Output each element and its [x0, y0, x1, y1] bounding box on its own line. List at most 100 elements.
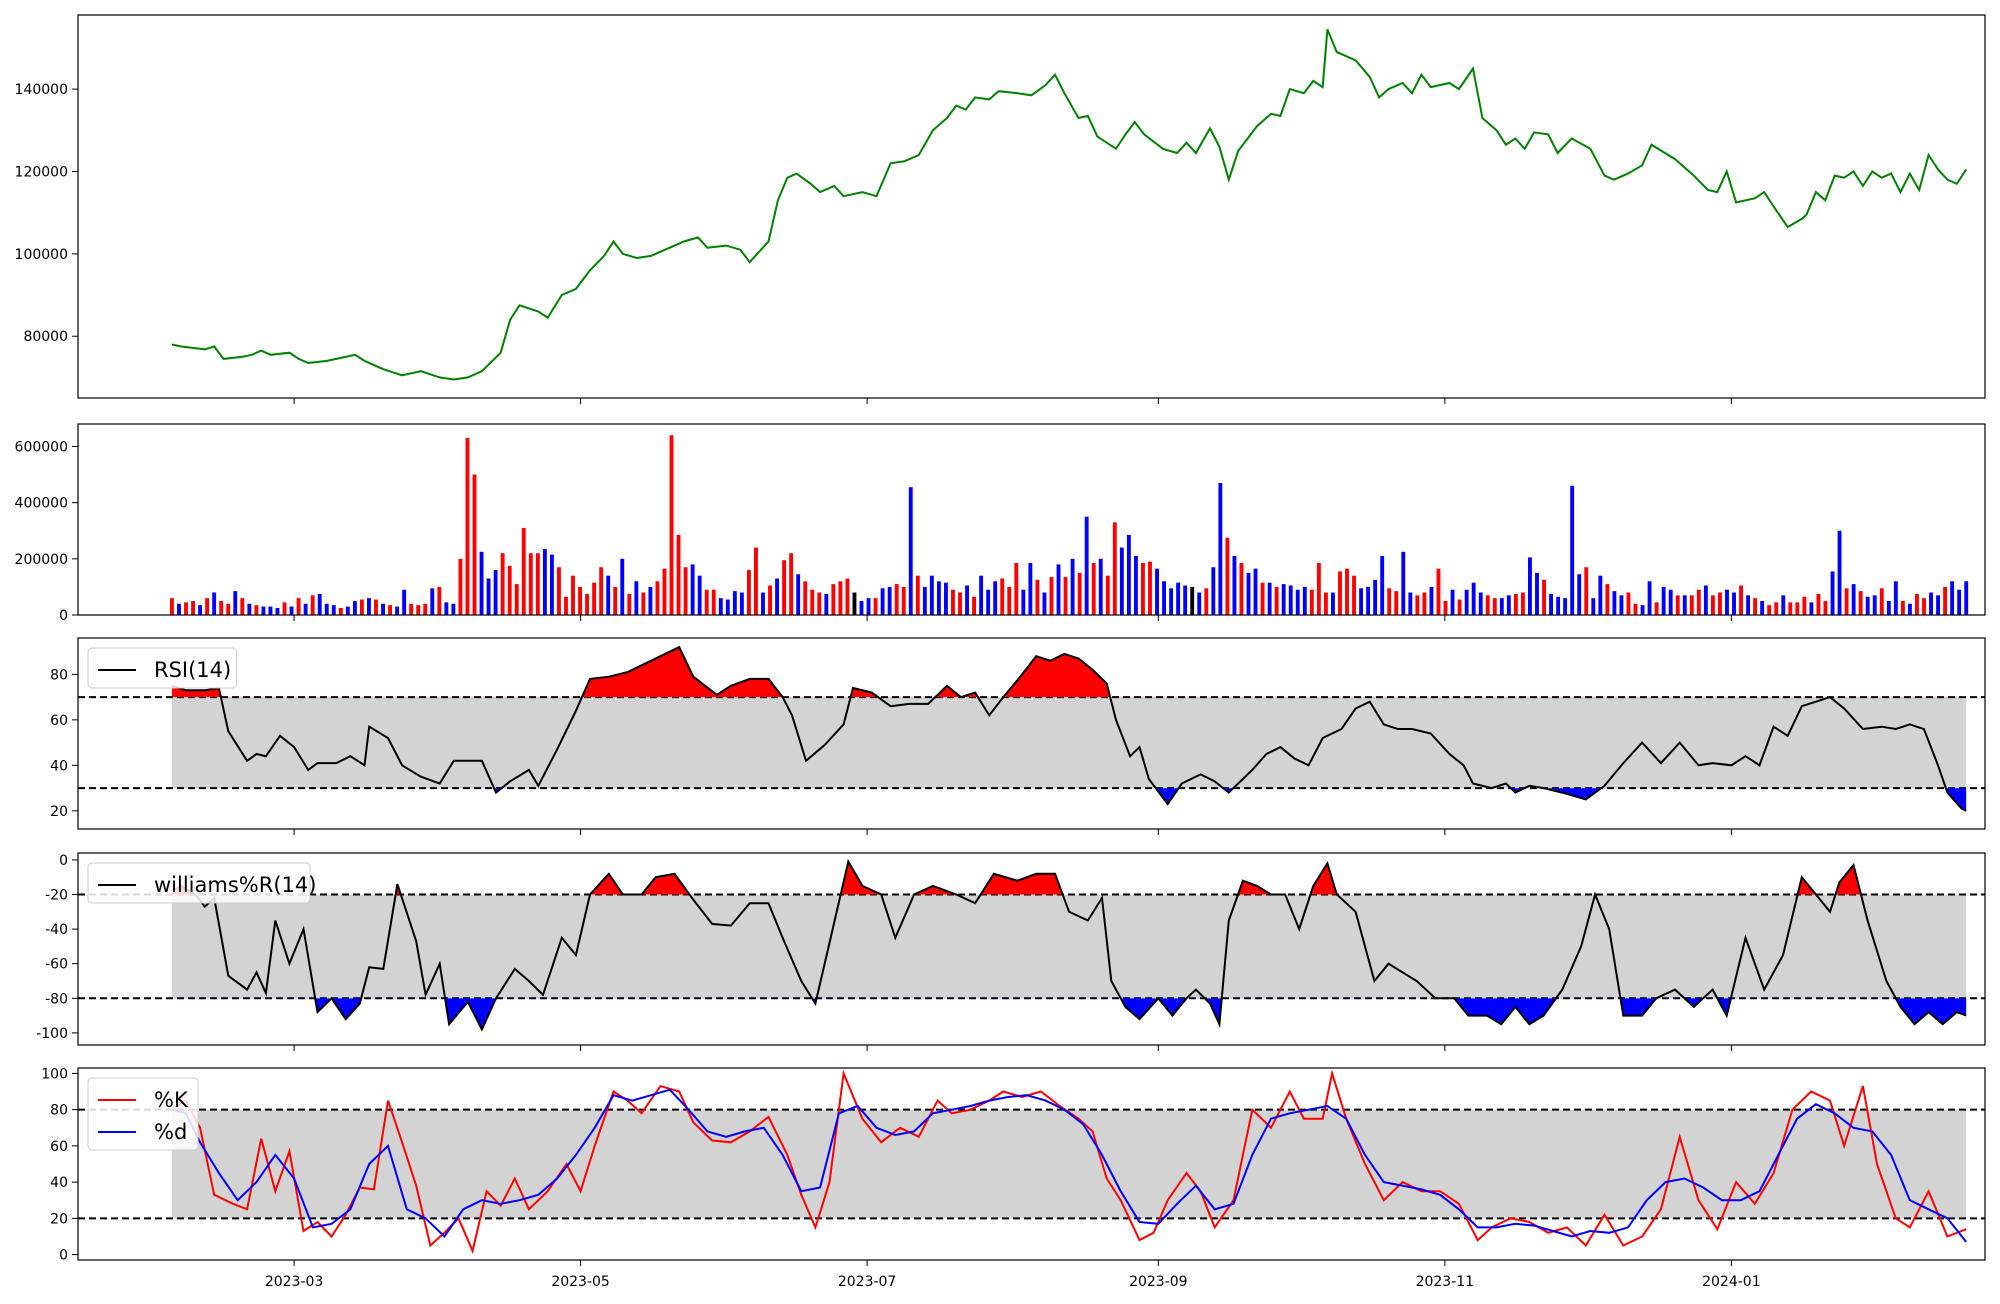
volume-bar — [303, 603, 308, 615]
volume-bar — [317, 593, 322, 615]
volume-bar — [1612, 591, 1617, 616]
volume-bar — [1119, 547, 1124, 615]
volume-bar — [887, 586, 892, 615]
y-tick-label: 80000 — [23, 329, 68, 345]
y-tick-label: 80 — [50, 1103, 68, 1119]
axes-frame — [77, 423, 1986, 616]
y-tick-label: 120000 — [15, 164, 68, 180]
volume-bar — [1830, 571, 1835, 615]
volume-bar — [880, 588, 885, 615]
volume-bar — [641, 592, 646, 615]
volume-bar — [669, 435, 674, 615]
y-tick-label: 60 — [50, 713, 68, 729]
volume-bar — [1499, 598, 1504, 615]
volume-bar — [1112, 522, 1117, 615]
volume-bar — [1401, 551, 1406, 615]
volume-bar — [1345, 568, 1349, 615]
k-line — [171, 1069, 1967, 1255]
volume-bar — [1098, 558, 1103, 615]
volume-bar — [1288, 585, 1293, 615]
volume-bar — [416, 605, 421, 615]
volume-bar — [1450, 589, 1455, 615]
volume-bar — [1760, 600, 1765, 615]
volume-bar — [212, 592, 217, 615]
axes-frame — [77, 14, 1986, 399]
volume-bar — [1858, 591, 1863, 616]
volume-bar — [282, 602, 287, 615]
volume-bar — [592, 582, 597, 615]
volume-bar — [803, 581, 808, 615]
volume-bar — [993, 581, 998, 615]
volume-bar — [465, 438, 470, 615]
volume-bar — [866, 598, 871, 615]
volume-bar — [388, 605, 392, 615]
volume-panel: 0 200000 400000 600000 — [15, 423, 1986, 624]
volume-bar — [1260, 582, 1265, 615]
volume-bar — [1816, 593, 1821, 615]
volume-bar — [367, 598, 371, 615]
oversold-fill — [315, 998, 1967, 1030]
volume-bar — [458, 558, 463, 615]
volume-bar — [1000, 578, 1005, 615]
legend: williams%R(14) — [87, 862, 316, 904]
volume-bar — [1542, 579, 1546, 615]
volume-bar — [1647, 581, 1652, 615]
legend-box — [87, 862, 311, 904]
y-tick-label: 100000 — [15, 247, 68, 263]
volume-bar — [1218, 482, 1223, 615]
volume-bar — [627, 593, 632, 615]
volume-bar — [1788, 602, 1793, 615]
volume-bar — [374, 599, 378, 615]
legend-label: williams%R(14) — [154, 873, 316, 897]
volume-bar — [986, 589, 991, 615]
price-line — [171, 29, 1968, 381]
volume-bar — [1042, 592, 1047, 615]
volume-bar — [352, 600, 357, 615]
volume-bar — [634, 581, 639, 615]
volume-bar — [578, 586, 582, 615]
x-tick-label: 2023-09 — [1129, 1274, 1188, 1290]
legend: %K %d — [87, 1077, 199, 1151]
volume-bar — [1964, 581, 1969, 615]
volume-bar — [359, 599, 364, 615]
volume-bar — [345, 606, 350, 615]
volume-bar — [296, 598, 301, 615]
volume-bar — [381, 603, 385, 615]
y-tick-label: -40 — [45, 922, 68, 938]
volume-bar — [1309, 589, 1314, 615]
volume-bar — [1802, 596, 1807, 615]
volume-bar — [1197, 592, 1202, 615]
y-tick-label: 60 — [50, 1139, 68, 1155]
volume-bar — [859, 600, 864, 615]
volume-bar — [1422, 592, 1427, 615]
volume-bar — [184, 602, 188, 615]
legend-label: RSI(14) — [154, 658, 231, 682]
volume-bar — [571, 575, 575, 615]
volume-bar — [1225, 537, 1230, 615]
volume-bar — [1155, 568, 1159, 615]
legend-box — [87, 647, 237, 689]
volume-bar — [1331, 592, 1335, 615]
volume-bar — [254, 605, 259, 615]
volume-bar — [395, 606, 400, 615]
volume-bar — [1957, 589, 1962, 615]
volume-bar — [1077, 572, 1082, 615]
volume-bar — [1190, 586, 1195, 615]
volume-bar — [1535, 572, 1539, 615]
volume-bar — [810, 589, 815, 615]
y-tick-label: 20 — [50, 804, 68, 820]
volume-bar — [1316, 563, 1321, 615]
volume-bar — [1703, 585, 1708, 615]
volume-bar — [1675, 595, 1680, 615]
volume-bar — [535, 553, 540, 615]
volume-bar — [444, 602, 449, 615]
volume-bar — [1682, 595, 1687, 615]
indicator-line — [171, 858, 1967, 1032]
indicator-line — [171, 645, 1967, 812]
volume-bar — [1781, 595, 1786, 615]
volume-bar — [1126, 534, 1131, 615]
volume-bar — [732, 591, 737, 616]
rsi-panel: 20 40 60 80 RSI(14) — [50, 637, 1986, 835]
